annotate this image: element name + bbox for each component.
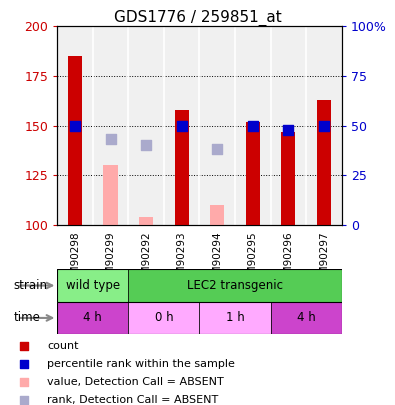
Bar xyxy=(210,205,224,225)
Bar xyxy=(128,302,199,334)
Text: count: count xyxy=(47,341,79,352)
Bar xyxy=(103,165,118,225)
Text: 0 h: 0 h xyxy=(154,311,173,324)
Bar xyxy=(139,217,153,225)
Bar xyxy=(246,122,260,225)
Point xyxy=(21,361,27,368)
Text: rank, Detection Call = ABSENT: rank, Detection Call = ABSENT xyxy=(47,395,219,405)
Text: time: time xyxy=(14,311,41,324)
Text: percentile rank within the sample: percentile rank within the sample xyxy=(47,359,235,369)
Bar xyxy=(281,132,295,225)
Text: 1 h: 1 h xyxy=(226,311,245,324)
Text: wild type: wild type xyxy=(66,279,120,292)
Text: LEC2 transgenic: LEC2 transgenic xyxy=(187,279,283,292)
Bar xyxy=(57,302,128,334)
Point xyxy=(21,397,27,403)
Point xyxy=(21,379,27,386)
Bar xyxy=(68,56,82,225)
Text: 4 h: 4 h xyxy=(297,311,316,324)
Point xyxy=(143,142,149,149)
Bar xyxy=(317,100,331,225)
Point xyxy=(214,146,220,153)
Point xyxy=(107,136,114,143)
Point xyxy=(250,122,256,129)
Text: strain: strain xyxy=(14,279,48,292)
Point xyxy=(285,126,292,133)
Bar xyxy=(128,269,342,302)
Bar xyxy=(175,110,189,225)
Text: value, Detection Call = ABSENT: value, Detection Call = ABSENT xyxy=(47,377,224,387)
Text: GDS1776 / 259851_at: GDS1776 / 259851_at xyxy=(114,10,281,26)
Point xyxy=(179,122,185,129)
Bar xyxy=(57,269,128,302)
Point xyxy=(21,343,27,350)
Text: 4 h: 4 h xyxy=(83,311,102,324)
Bar xyxy=(199,302,271,334)
Point xyxy=(72,122,78,129)
Point xyxy=(321,122,327,129)
Bar xyxy=(271,302,342,334)
